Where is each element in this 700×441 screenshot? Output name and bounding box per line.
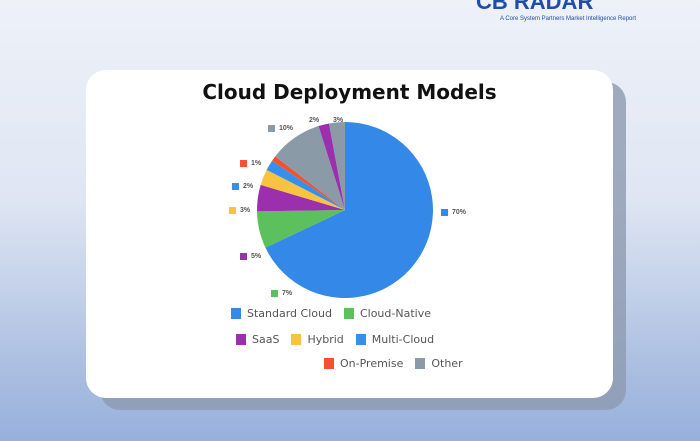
legend-label: Other bbox=[431, 357, 463, 370]
data-label: 2% bbox=[232, 183, 253, 190]
data-label-text: 2% bbox=[243, 183, 254, 190]
legend-swatch bbox=[355, 334, 366, 345]
legend-item[interactable]: Hybrid bbox=[291, 333, 344, 346]
data-label-text: 3% bbox=[240, 207, 251, 214]
label-swatch bbox=[232, 183, 239, 190]
legend-item[interactable]: Other bbox=[415, 357, 463, 370]
label-swatch bbox=[240, 160, 247, 167]
label-swatch bbox=[271, 290, 278, 297]
legend-swatch bbox=[324, 358, 334, 369]
pie-slice bbox=[328, 122, 345, 210]
data-label-text: 1% bbox=[251, 160, 262, 167]
data-label-text: 10% bbox=[279, 125, 294, 132]
data-label: 10% bbox=[268, 125, 293, 132]
chart-title: Cloud Deployment Models bbox=[202, 80, 497, 104]
data-label-text: 70% bbox=[452, 209, 467, 216]
pie-slice bbox=[272, 156, 345, 210]
pie-slice bbox=[265, 122, 434, 299]
data-label-text: 2% bbox=[309, 117, 320, 124]
legend-label: SaaS bbox=[252, 333, 280, 346]
pie-slice bbox=[260, 169, 345, 210]
legend-label: Hybrid bbox=[307, 333, 344, 346]
legend-swatch bbox=[236, 334, 246, 345]
pie-slice bbox=[266, 160, 345, 210]
label-swatch bbox=[240, 253, 247, 260]
legend-row: Standard Cloud Cloud-Native bbox=[231, 307, 431, 320]
data-label: 70% bbox=[441, 209, 466, 216]
label-swatch bbox=[441, 209, 448, 216]
data-label-text: 7% bbox=[282, 290, 293, 297]
data-label: 3% bbox=[333, 117, 343, 124]
legend-row: On-Premise Other bbox=[324, 357, 463, 370]
label-swatch bbox=[229, 207, 236, 214]
data-label: 3% bbox=[229, 207, 250, 214]
logo-text: CB RADAR bbox=[476, 0, 594, 14]
label-swatch bbox=[268, 125, 275, 132]
legend-label: Cloud-Native bbox=[359, 307, 431, 320]
pie-slice bbox=[257, 210, 345, 248]
legend-item[interactable]: On-Premise bbox=[324, 357, 403, 370]
legend-label: Standard Cloud bbox=[247, 307, 332, 320]
legend-label: Multi-Cloud bbox=[371, 333, 435, 346]
legend-item[interactable]: SaaS bbox=[236, 333, 279, 346]
legend-swatch bbox=[231, 308, 241, 319]
legend-swatch bbox=[291, 334, 302, 345]
data-label-text: 3% bbox=[333, 117, 344, 124]
legend-row: SaaS Hybrid Multi-Cloud bbox=[236, 333, 434, 346]
pie-slice bbox=[318, 123, 345, 210]
data-label-text: 5% bbox=[251, 253, 262, 260]
pie-slice bbox=[275, 126, 345, 210]
data-label: 2% bbox=[309, 117, 319, 124]
legend-item[interactable]: Standard Cloud bbox=[231, 307, 332, 320]
legend-label: On-Premise bbox=[340, 357, 404, 370]
legend-swatch bbox=[415, 358, 426, 369]
data-label: 1% bbox=[240, 160, 261, 167]
legend-item[interactable]: Multi-Cloud bbox=[355, 333, 435, 346]
data-label: 7% bbox=[271, 290, 292, 297]
logo-tagline: A Core System Partners Market Intelligen… bbox=[500, 16, 637, 22]
cb-radar-logo: CB RADAR A Core System Partners Market I… bbox=[476, 0, 700, 26]
data-label: 5% bbox=[240, 253, 261, 260]
legend-swatch bbox=[343, 308, 354, 319]
legend-item[interactable]: Cloud-Native bbox=[343, 307, 431, 320]
pie-slice bbox=[257, 184, 345, 212]
